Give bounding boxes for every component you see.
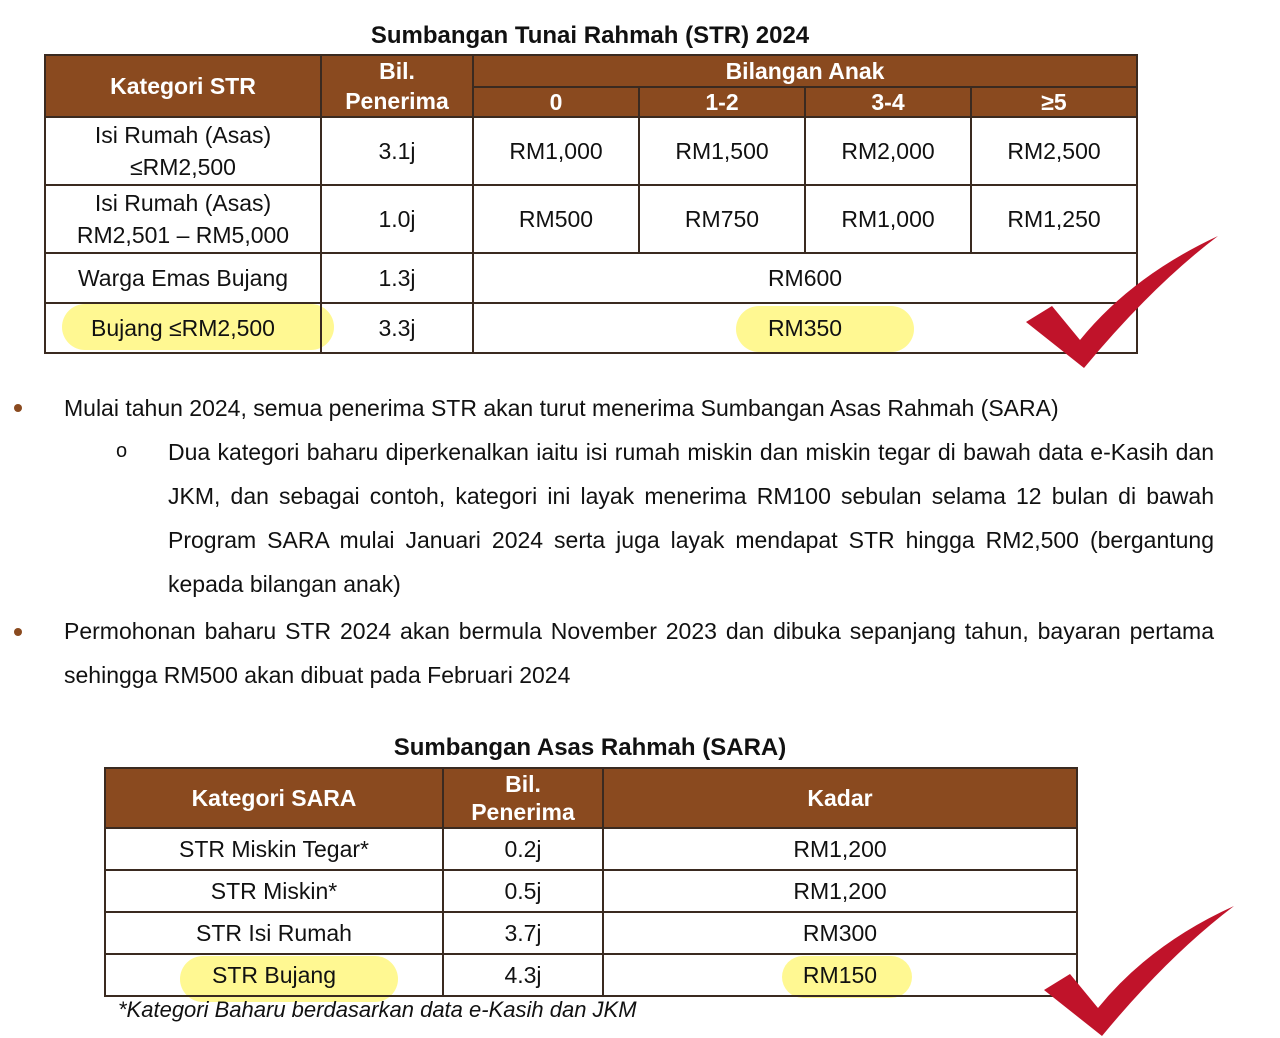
str-row-kategori-text: Bujang ≤RM2,500 — [91, 315, 275, 341]
str-row-value: RM350 — [471, 302, 1139, 354]
sara-row-kategori: STR Bujang — [104, 953, 444, 997]
sara-footnote: *Kategori Baharu berdasarkan data e-Kasi… — [118, 997, 637, 1022]
sara-header-bil: Bil. Penerima — [442, 767, 604, 829]
str-row-value: RM1,500 — [638, 116, 806, 186]
str-header-bilangan-anak: Bilangan Anak — [471, 54, 1139, 88]
table-row: STR Bujang 4.3j RM150 — [104, 953, 1078, 997]
sub-bullet-text: Dua kategori baharu diperkenalkan iaitu … — [168, 439, 1214, 597]
str-row-kategori-line2: RM2,501 – RM5,000 — [76, 222, 290, 248]
str-header-bil-line1: Bil. — [379, 58, 415, 84]
table-row: STR Miskin Tegar* 0.2j RM1,200 — [104, 827, 1078, 871]
str-row-bil: 1.3j — [320, 252, 474, 304]
str-row-kategori: Isi Rumah (Asas) RM2,501 – RM5,000 — [44, 184, 322, 254]
sara-row-bil: 0.5j — [442, 869, 604, 913]
str-row-value: RM1,000 — [472, 116, 640, 186]
str-header-anak-3-4: 3-4 — [804, 86, 972, 118]
sara-header-kadar: Kadar — [602, 767, 1078, 829]
str-header-kategori: Kategori STR — [44, 54, 322, 118]
table-row: STR Isi Rumah 3.7j RM300 — [104, 911, 1078, 955]
sara-header-kategori: Kategori SARA — [104, 767, 444, 829]
bullet-text: Permohonan baharu STR 2024 akan bermula … — [64, 618, 1214, 688]
sara-row-kadar: RM1,200 — [602, 869, 1078, 913]
checkmark-icon — [1044, 906, 1234, 1036]
str-row-bil: 3.1j — [320, 116, 474, 186]
table-row: Isi Rumah (Asas) ≤RM2,500 3.1j RM1,000 R… — [44, 116, 1139, 186]
sara-header-bil-line1: Bil. — [505, 771, 541, 797]
str-header-anak-0: 0 — [472, 86, 640, 118]
str-row-kategori: Warga Emas Bujang — [44, 252, 322, 304]
sara-header-bil-line2: Penerima — [471, 799, 575, 825]
str-row-value-text: RM350 — [767, 315, 843, 341]
sara-row-kategori: STR Miskin* — [104, 869, 444, 913]
str-row-value: RM2,500 — [969, 116, 1139, 186]
table-row: Bujang ≤RM2,500 3.3j RM350 — [44, 302, 1139, 354]
str-row-value: RM1,250 — [969, 184, 1139, 254]
sara-row-kadar-text: RM150 — [802, 962, 878, 988]
str-row-kategori-line1: Isi Rumah (Asas) — [94, 190, 272, 216]
str-row-value: RM750 — [638, 184, 806, 254]
sara-row-kadar: RM150 — [602, 953, 1078, 997]
checkmark-icon — [1026, 236, 1218, 368]
bullet-text: Mulai tahun 2024, semua penerima STR aka… — [64, 395, 1059, 421]
sara-table: Kategori SARA Bil. Penerima Kadar STR Mi… — [104, 767, 1078, 997]
sara-row-bil: 4.3j — [442, 953, 604, 997]
str-header-bil-line2: Penerima — [345, 88, 449, 114]
sara-row-kategori: STR Isi Rumah — [104, 911, 444, 955]
sara-row-kategori: STR Miskin Tegar* — [104, 827, 444, 871]
sara-table-title: Sumbangan Asas Rahmah (SARA) — [393, 734, 787, 761]
str-row-value: RM2,000 — [804, 116, 972, 186]
table-row: STR Miskin* 0.5j RM1,200 — [104, 869, 1078, 913]
str-row-value: RM1,000 — [804, 184, 972, 254]
sara-row-kadar: RM300 — [602, 911, 1078, 955]
str-header-anak-5plus: ≥5 — [969, 86, 1139, 118]
str-row-kategori-line1: Isi Rumah (Asas) — [94, 122, 272, 148]
str-row-bil: 1.0j — [320, 184, 474, 254]
str-row-kategori: Bujang ≤RM2,500 — [44, 302, 322, 354]
str-table: Kategori STR Bil. Penerima Bilangan Anak… — [44, 54, 1139, 354]
str-header-bil: Bil. Penerima — [320, 54, 474, 118]
str-row-value: RM500 — [472, 184, 640, 254]
table-row: Isi Rumah (Asas) RM2,501 – RM5,000 1.0j … — [44, 184, 1139, 254]
sara-row-kategori-text: STR Bujang — [211, 962, 336, 988]
str-row-kategori-line2: ≤RM2,500 — [130, 154, 236, 180]
sara-row-bil: 3.7j — [442, 911, 604, 955]
str-table-title: Sumbangan Tunai Rahmah (STR) 2024 — [370, 22, 810, 49]
str-row-kategori: Isi Rumah (Asas) ≤RM2,500 — [44, 116, 322, 186]
table-row: Warga Emas Bujang 1.3j RM600 — [44, 252, 1139, 304]
bullet-dot — [14, 628, 22, 636]
str-header-anak-1-2: 1-2 — [638, 86, 806, 118]
sara-row-bil: 0.2j — [442, 827, 604, 871]
sara-row-kadar: RM1,200 — [602, 827, 1078, 871]
sub-bullet-marker: o — [116, 440, 128, 462]
bullet-dot — [14, 404, 22, 412]
str-row-bil: 3.3j — [320, 302, 474, 354]
str-row-value: RM600 — [471, 252, 1139, 304]
